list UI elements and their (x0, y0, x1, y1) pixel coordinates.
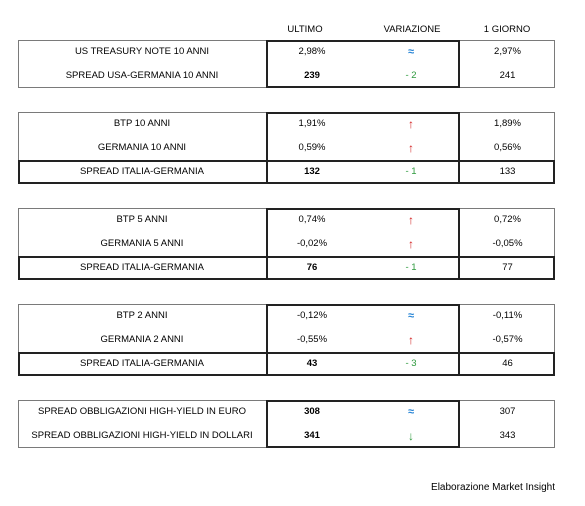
last-value: 43 (306, 358, 318, 369)
previous-value: 343 (499, 430, 516, 441)
arrow-up-icon: ↑ (408, 213, 414, 227)
approx-icon: ≈ (407, 406, 415, 418)
arrow-up-icon: ↑ (408, 141, 414, 155)
last-value: 0,74% (298, 214, 326, 225)
previous-value: 2,97% (494, 46, 521, 57)
variation-value: - 1 (405, 262, 417, 273)
row-label: GERMANIA 10 ANNI (97, 142, 187, 153)
row-label: SPREAD ITALIA-GERMANIA (80, 262, 204, 273)
table-row: SPREAD ITALIA-GERMANIA 132 - 1 133 (18, 160, 555, 184)
variation-value: - 1 (405, 166, 417, 177)
rates-table: BTP 10 ANNI 1,91% ↑ 1,89% GERMANIA 10 ANNI 0,… (18, 112, 555, 184)
row-label: GERMANIA 2 ANNI (100, 334, 184, 345)
header-variation: VARIAZIONE (383, 24, 441, 35)
row-label: GERMANIA 5 ANNI (100, 238, 184, 249)
arrow-up-icon: ↑ (408, 117, 414, 131)
arrow-down-icon: ↓ (408, 429, 414, 443)
row-label: SPREAD OBBLIGAZIONI HIGH-YIELD IN EURO (38, 406, 246, 417)
table-row: US TREASURY NOTE 10 ANNI 2,98% ≈2,97% (18, 40, 555, 64)
table-row: SPREAD ITALIA-GERMANIA 43 - 3 46 (18, 352, 555, 376)
row-label: SPREAD USA-GERMANIA 10 ANNI (65, 70, 219, 81)
last-value: 308 (304, 406, 320, 417)
previous-value: 0,72% (494, 214, 521, 225)
spread-row-border (18, 160, 555, 184)
last-column-border (266, 40, 460, 88)
table-row: GERMANIA 10 ANNI 0,59% ↑ 0,56% (18, 136, 555, 160)
last-value: 239 (304, 70, 320, 81)
previous-value: 133 (499, 166, 516, 177)
previous-value: 0,56% (494, 142, 521, 153)
rates-table: BTP 5 ANNI 0,74% ↑ 0,72% GERMANIA 5 ANNI -0,0… (18, 208, 555, 280)
previous-value: 1,89% (494, 118, 521, 129)
row-label: SPREAD OBBLIGAZIONI HIGH-YIELD IN DOLLAR… (31, 430, 253, 441)
row-label: US TREASURY NOTE 10 ANNI (74, 46, 210, 57)
rates-table: BTP 2 ANNI -0,12% ≈ -0,11% GERMANIA 2 ANNI -0… (18, 304, 555, 376)
last-value: -0,55% (296, 334, 328, 345)
last-value: 76 (306, 262, 318, 273)
table-row: BTP 5 ANNI 0,74% ↑ 0,72% (18, 208, 555, 232)
previous-value: 46 (502, 358, 513, 369)
table-row: SPREAD OBBLIGAZIONI HIGH-YIELD IN EURO 30… (18, 400, 555, 424)
rates-table: US TREASURY NOTE 10 ANNI 2,98% ≈2,97% SPREA… (18, 40, 555, 88)
variation-value: - 3 (405, 358, 417, 369)
table-row: SPREAD ITALIA-GERMANIA 76 - 1 77 (18, 256, 555, 280)
header-prev: 1 GIORNO (483, 24, 531, 35)
arrow-up-icon: ↑ (408, 237, 414, 251)
last-value: 132 (304, 166, 320, 177)
last-value: 341 (304, 430, 320, 441)
table-row: SPREAD OBBLIGAZIONI HIGH-YIELD IN DOLLAR… (18, 424, 555, 448)
row-label: BTP 2 ANNI (116, 310, 168, 321)
row-label: SPREAD ITALIA-GERMANIA (80, 358, 204, 369)
approx-icon: ≈ (407, 46, 415, 58)
last-column-border (266, 400, 460, 448)
table-row: BTP 2 ANNI -0,12% ≈ -0,11% (18, 304, 555, 328)
row-label: SPREAD ITALIA-GERMANIA (80, 166, 204, 177)
variation-value: - 2 (405, 70, 417, 81)
rates-table: SPREAD OBBLIGAZIONI HIGH-YIELD IN EURO 30… (18, 400, 555, 448)
previous-value: -0,05% (492, 238, 523, 249)
previous-value: 77 (502, 262, 513, 273)
previous-value: -0,11% (492, 310, 523, 321)
last-value: -0,02% (296, 238, 328, 249)
table-row: BTP 10 ANNI 1,91% ↑ 1,89% (18, 112, 555, 136)
last-value: -0,12% (296, 310, 328, 321)
spread-row-border (18, 352, 555, 376)
header-last: ULTIMO (287, 24, 323, 35)
arrow-up-icon: ↑ (408, 333, 414, 347)
table-row: SPREAD USA-GERMANIA 10 ANNI 239 - 2 241 (18, 64, 555, 88)
previous-value: 241 (499, 70, 516, 81)
last-value: 0,59% (298, 142, 326, 153)
last-value: 1,91% (298, 118, 326, 129)
previous-value: -0,57% (492, 334, 523, 345)
table-row: GERMANIA 5 ANNI -0,02% ↑ -0,05% (18, 232, 555, 256)
spread-row-border (18, 256, 555, 280)
row-label: BTP 5 ANNI (116, 214, 168, 225)
table-row: GERMANIA 2 ANNI -0,55% ↑ -0,57% (18, 328, 555, 352)
footer-credit: Elaborazione Market Insight (431, 482, 555, 493)
row-label: BTP 10 ANNI (113, 118, 171, 129)
previous-value: 307 (499, 406, 516, 417)
approx-icon: ≈ (407, 310, 415, 322)
last-value: 2,98% (298, 46, 326, 57)
